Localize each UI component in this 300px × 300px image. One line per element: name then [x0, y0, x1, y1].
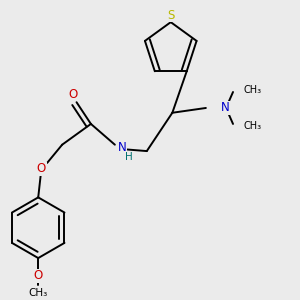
- Text: CH₃: CH₃: [28, 288, 48, 298]
- Text: O: O: [34, 269, 43, 282]
- Text: S: S: [167, 9, 174, 22]
- Text: O: O: [69, 88, 78, 101]
- Text: N: N: [221, 101, 230, 115]
- Text: CH₃: CH₃: [243, 85, 261, 95]
- Text: H: H: [125, 152, 133, 161]
- Text: CH₃: CH₃: [243, 121, 261, 130]
- Text: O: O: [37, 162, 46, 175]
- Text: N: N: [118, 141, 126, 154]
